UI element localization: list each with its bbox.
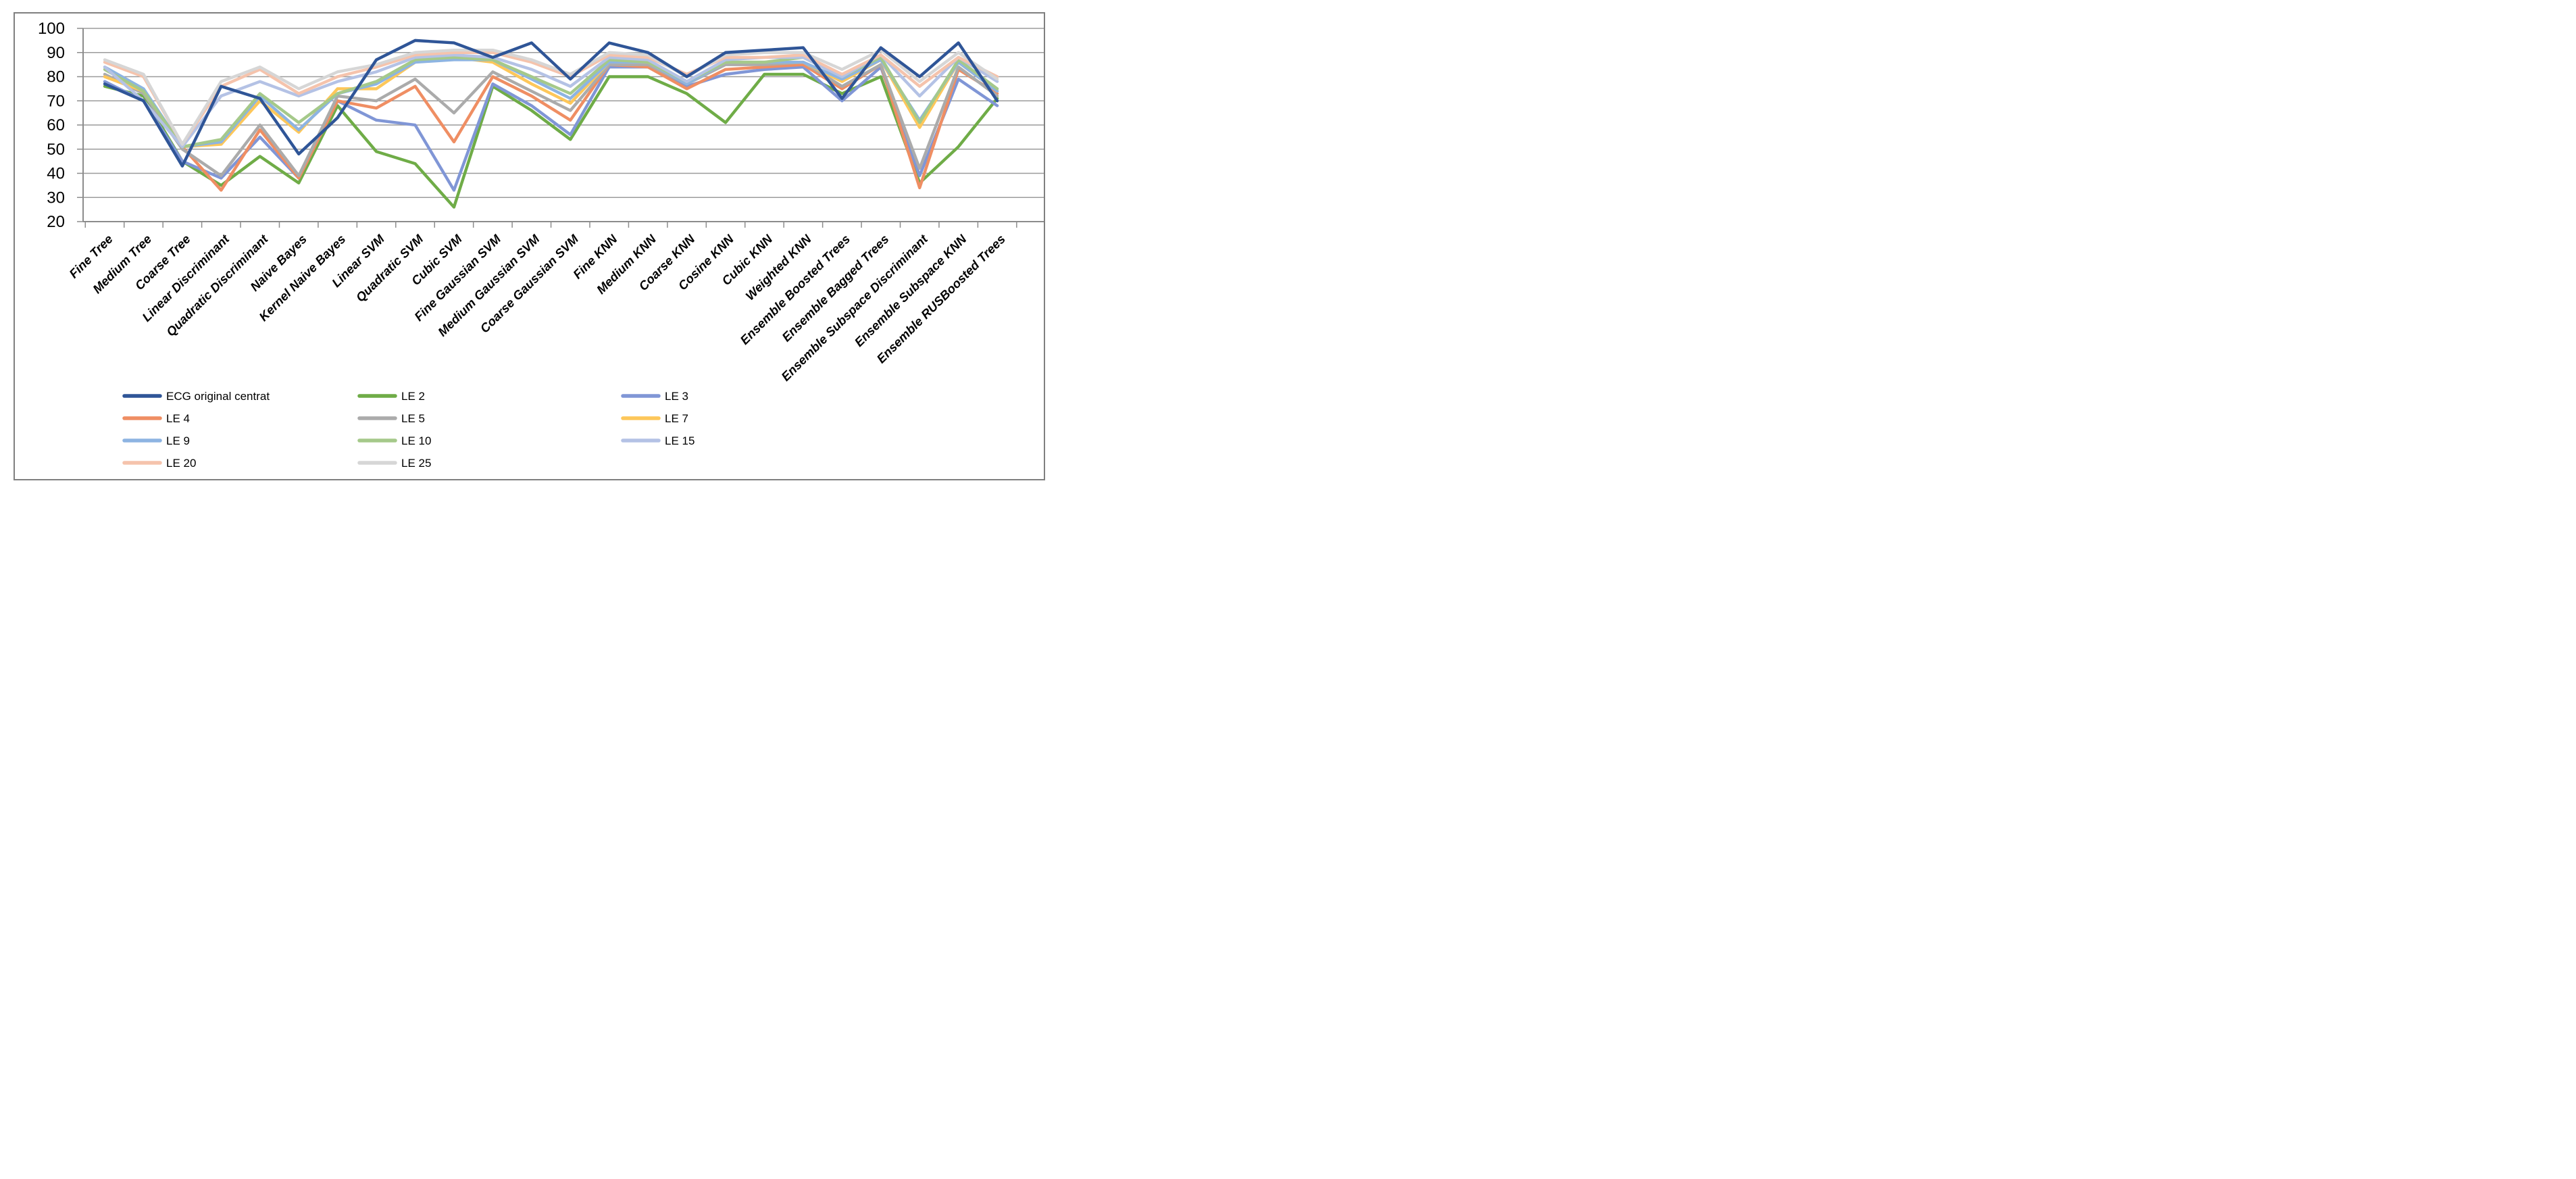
- y-tick-label: 40: [47, 165, 65, 183]
- series-line-le-9: [103, 58, 999, 149]
- legend-label: LE 20: [166, 457, 196, 470]
- legend-label: LE 2: [401, 390, 425, 403]
- y-axis-tick-labels: 100 90 80 70 60 50 40 30 20: [38, 20, 65, 231]
- series-line-le-5: [103, 60, 999, 178]
- y-tick-label: 80: [47, 68, 65, 86]
- chart-page: 100 90 80 70 60 50 40 30 20 Fine Tree Medium Tree…: [0, 0, 1059, 485]
- y-tick-label: 20: [47, 213, 65, 231]
- y-tick-label: 60: [47, 116, 65, 134]
- legend-item: LE 4: [122, 412, 190, 425]
- legend-item: LE 25: [357, 457, 431, 470]
- legend-label: LE 10: [401, 434, 431, 447]
- legend-label: LE 9: [166, 434, 190, 447]
- y-tick-label: 50: [47, 141, 65, 159]
- legend-item: LE 9: [122, 434, 190, 447]
- legend-label: LE 25: [401, 457, 431, 470]
- legend-label: LE 7: [665, 412, 688, 425]
- legend-item: LE 3: [621, 390, 688, 403]
- series-line-le-4: [103, 63, 999, 192]
- series-line-le-20: [103, 51, 999, 146]
- series-line-ecg-original-centrat: [103, 39, 999, 168]
- legend-label: ECG original centrat: [166, 390, 270, 403]
- legend-item: LE 15: [621, 434, 694, 447]
- legend-label: LE 4: [166, 412, 190, 425]
- y-tick-label: 90: [47, 44, 65, 62]
- legend-item: ECG original centrat: [122, 390, 270, 403]
- series-lines: [103, 39, 999, 209]
- y-tick-label: 100: [38, 20, 65, 38]
- legend-item: LE 2: [357, 390, 425, 403]
- series-line-le-25: [103, 48, 999, 146]
- y-tick-label: 30: [47, 189, 65, 207]
- y-tick-label: 70: [47, 92, 65, 110]
- series-line-le-15: [103, 53, 999, 149]
- series-line-le-7: [103, 55, 999, 149]
- legend-item: LE 20: [122, 457, 196, 470]
- x-category-label: Weighted KNN: [742, 232, 814, 303]
- series-line-le-3: [103, 65, 999, 192]
- legend: ECG original centrat LE 2 LE 3 LE 4 LE 5 LE 7…: [122, 390, 694, 470]
- axes: [77, 28, 1044, 228]
- legend-item: LE 7: [621, 412, 688, 425]
- legend-item: LE 5: [357, 412, 425, 425]
- legend-label: LE 15: [665, 434, 694, 447]
- legend-item: LE 10: [357, 434, 431, 447]
- legend-label: LE 3: [665, 390, 688, 403]
- x-category-label: Quadratic SVM: [353, 232, 426, 305]
- legend-label: LE 5: [401, 412, 425, 425]
